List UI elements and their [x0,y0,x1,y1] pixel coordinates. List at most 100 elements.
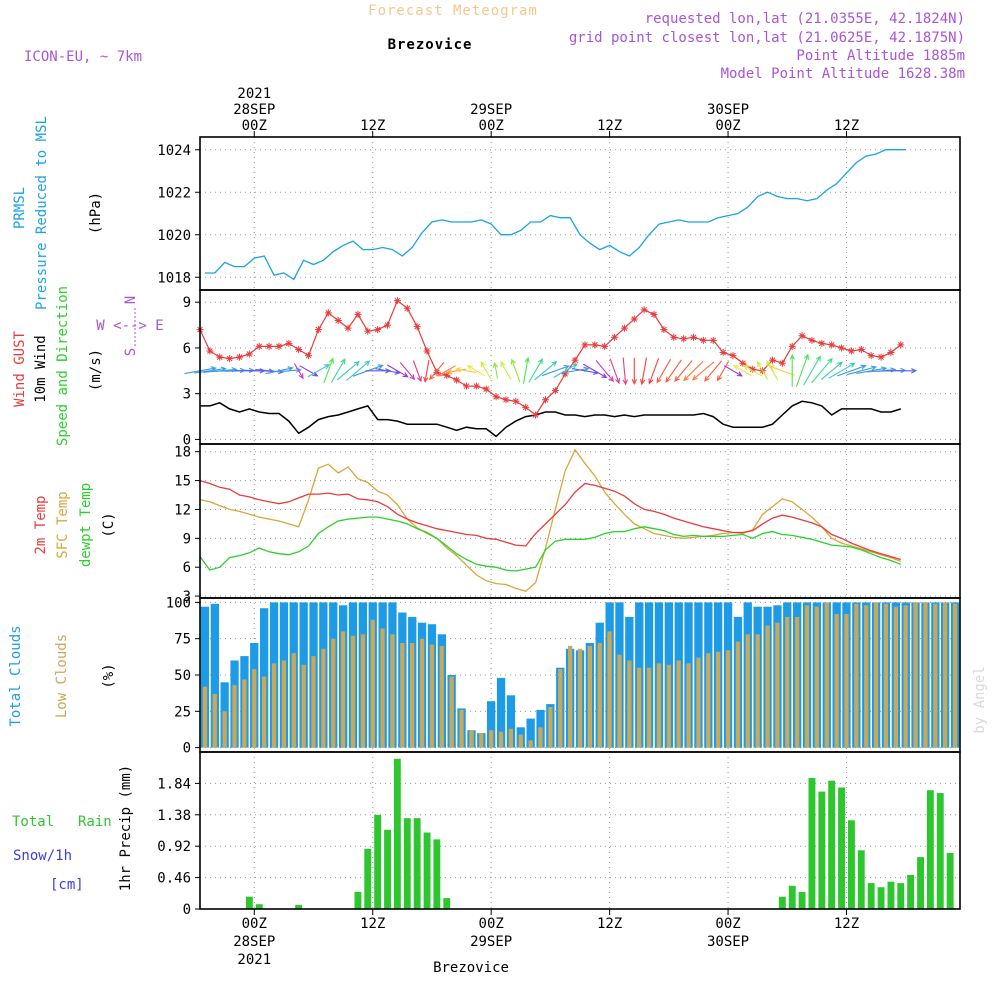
gust-marker [245,350,253,358]
wind-arrow [299,365,319,377]
gust-marker [778,359,786,367]
low-cloud-bar [419,638,425,748]
precip-bar [393,758,401,909]
top-time-label: 12Z [597,118,622,134]
low-cloud-bar [716,651,721,748]
gust-marker [768,356,776,364]
dewpt-temp-line [199,516,902,572]
wind-arrow [821,361,843,380]
low-cloud-bar [331,638,336,748]
wind-arrow [541,364,570,377]
wind-arrow [795,353,809,387]
low-cloud-bar [854,603,859,748]
low-cloud-bar [281,660,286,748]
y-tick-label: 25 [174,704,191,720]
gust-marker [226,355,234,363]
low-cloud-bar [824,602,829,748]
gust-marker [551,387,559,395]
low-cloud-bar [923,602,928,748]
wind-arrow [436,365,456,377]
wind-arrow [656,358,672,384]
top-time-label: 29SEP [470,102,512,118]
low-cloud-bar [232,685,237,748]
low-cloud-bar [380,628,385,748]
gust-marker [818,339,826,347]
low-cloud-bar [508,728,513,748]
low-cloud-bar [873,602,879,748]
low-cloud-bar [301,664,306,748]
y-tick-label: 15 [174,474,191,490]
precip-bar [423,832,431,909]
gust-marker [699,336,707,344]
precip-bar [848,820,855,909]
precip-bar [877,887,885,909]
low-cloud-bar [489,730,494,748]
wind-arrow [704,360,723,382]
wind-arrow [323,357,334,384]
wind-arrow [510,358,521,383]
precip-bar [887,881,895,909]
y-tick-label: 3 [183,387,191,403]
low-cloud-bar [893,606,898,748]
gust-marker [709,336,717,344]
y-tick-label: 6 [183,341,191,357]
wind-arrow [732,365,752,377]
total-cloud-bar [496,677,506,748]
top-time-label: 28SEP [233,102,275,118]
low-cloud-bar [637,667,642,748]
y-tick-label: 0 [183,432,191,448]
gust-marker [788,342,796,350]
gust-marker [275,342,283,350]
low-cloud-bar [568,645,573,748]
precip-bar [443,898,451,909]
low-cloud-bar [350,635,356,748]
gust-line [199,299,902,416]
low-cloud-bar [242,679,247,748]
compass-south: S [123,348,139,356]
y-tick-label: 9 [183,295,191,311]
low-cloud-bar [646,667,652,748]
y-tick-label: 9 [183,531,191,547]
low-cloud-bar [795,616,800,748]
gust-marker [413,323,421,331]
low-cloud-bar [518,734,523,748]
low-cloud-bar [933,603,938,748]
wind-arrow [423,359,430,383]
prmsl-line [204,149,906,281]
precip-bar [788,885,796,909]
gust-marker [305,352,313,360]
gust-marker [660,326,668,334]
gust-marker [541,396,549,404]
low-cloud-bar [400,643,405,748]
bottom-time-label: 30SEP [707,934,749,950]
low-cloud-bar [212,693,217,748]
wind-arrow [723,365,743,377]
wind-arrow [756,360,769,380]
low-cloud-bar [864,605,869,748]
wind-arrow [691,361,715,381]
gust-marker [729,352,737,360]
gust-marker [344,324,352,332]
y-tick-label: 18 [174,445,191,461]
gust-marker [719,349,727,357]
ylabel-prmsl: PRMSL [12,187,28,229]
gust-marker [433,368,441,376]
ylabel-precip: 1hr Precip (mm) [118,765,134,891]
wind-arrow [648,358,660,385]
low-cloud-bar [558,669,563,748]
precip-bar [907,874,915,909]
requested-coords: requested lon,lat (21.0355E, 42.1824N) [645,11,965,27]
low-cloud-bar [706,653,711,748]
low-cloud-bar [410,643,415,748]
gust-marker [502,396,510,404]
wind-arrow [293,363,304,380]
low-cloud-bar [617,654,622,748]
precip-bar [946,853,954,909]
low-cloud-bar [696,657,701,748]
low-cloud-bar [577,648,583,748]
wind-arrow [716,361,730,382]
model-label: ICON-EU, ~ 7km [24,49,142,65]
point-altitude: Point Altitude 1885m [796,48,965,64]
wind-arrow [386,364,409,378]
wind-arrow [803,355,821,386]
